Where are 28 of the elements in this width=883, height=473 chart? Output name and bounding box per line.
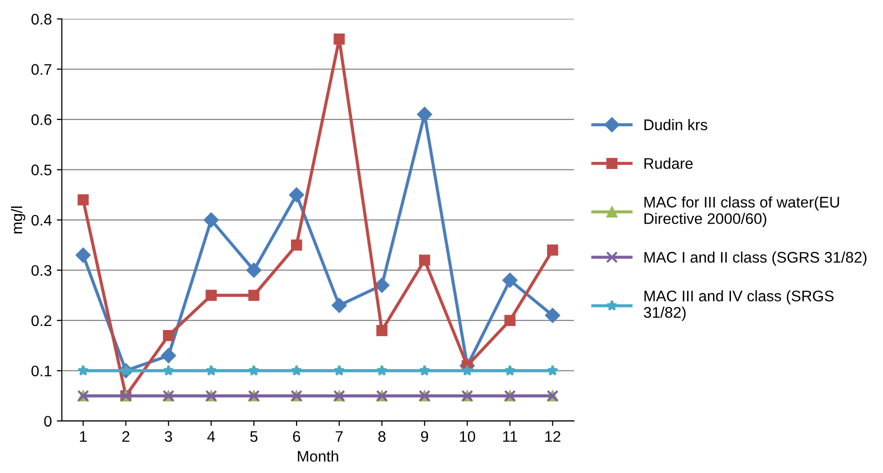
x-tick-label: 1 [80, 431, 87, 442]
legend-label: Rudare [644, 158, 693, 169]
y-tick-label: 0.3 [31, 265, 52, 276]
x-tick-label: 10 [460, 431, 476, 442]
y-tick-label: 0 [44, 416, 52, 427]
y-tick-label: 0.7 [31, 64, 52, 75]
x-tick-label: 7 [336, 431, 343, 442]
y-tick-label: 0.1 [31, 366, 52, 376]
y-tick-label: 0.6 [31, 114, 52, 126]
y-tick-label: 0.8 [31, 14, 52, 25]
y-tick-label: 0.5 [31, 164, 52, 176]
y-axis-title: mg/l [11, 206, 26, 234]
x-tick-label: 11 [503, 431, 518, 442]
y-tick-label: 0.4 [31, 214, 52, 226]
x-tick-label: 3 [164, 431, 172, 442]
legend-label: MAC III and IV class (SRGS 31/82) [644, 290, 834, 321]
x-tick-label: 9 [421, 431, 428, 442]
legend-label: Dudin krs [644, 118, 708, 130]
x-tick-label: 8 [378, 431, 386, 442]
x-tick-label: 4 [207, 431, 215, 442]
x-tick-label: 12 [545, 431, 560, 442]
legend-label: MAC for III class of water(EU Directive 2000/60) [644, 196, 840, 228]
y-tick-label: 0.2 [31, 315, 52, 326]
x-axis-title: Month [298, 450, 338, 462]
legend-label: MAC I and II class (SGRS 31/82) [644, 252, 866, 266]
x-tick-label: 5 [250, 431, 258, 442]
x-tick-label: 2 [122, 431, 130, 442]
x-tick-label: 6 [293, 431, 300, 442]
